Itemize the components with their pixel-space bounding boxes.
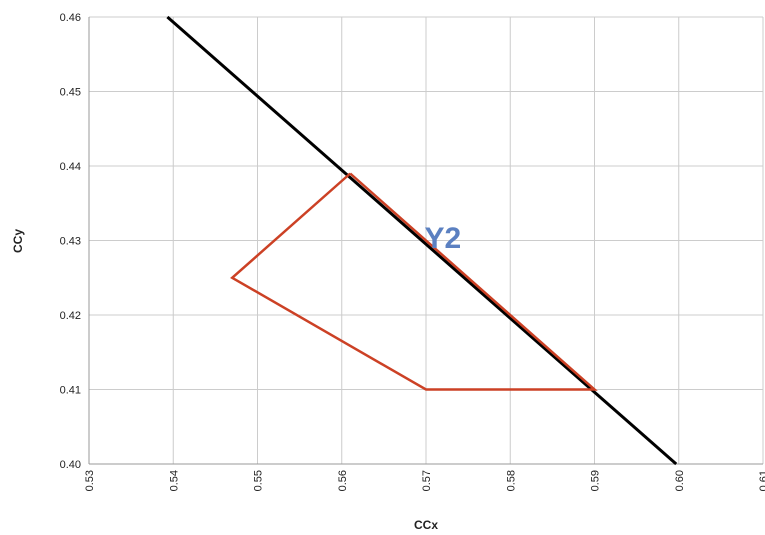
annotation-label: Y2 <box>424 222 461 255</box>
x-axis-title: CCx <box>414 518 438 532</box>
y-tick-label: 0.40 <box>60 459 81 471</box>
x-tick-label: 0.57 <box>421 470 433 491</box>
x-tick-label: 0.60 <box>674 470 686 491</box>
y-axis-title: CCy <box>11 229 25 253</box>
tick-labels: 0.53 0.54 0.55 0.56 0.57 0.58 0.59 0.60 0.61 0.40… <box>60 12 765 491</box>
x-tick-label: 0.59 <box>590 470 602 491</box>
y-tick-label: 0.42 <box>60 310 81 322</box>
x-tick-label: 0.53 <box>84 470 96 491</box>
x-tick-label: 0.56 <box>337 470 349 491</box>
x-tick-label: 0.58 <box>505 470 517 491</box>
series-line-1 <box>230 172 598 391</box>
x-tick-label: 0.54 <box>168 470 180 491</box>
annotations: Y2 <box>424 222 461 255</box>
x-tick-label: 0.61 <box>758 470 765 491</box>
y-tick-label: 0.46 <box>60 12 81 24</box>
series <box>166 15 678 466</box>
x-tick-label: 0.55 <box>253 470 265 491</box>
axes <box>88 17 763 465</box>
y-tick-label: 0.45 <box>60 87 81 99</box>
y-tick-label: 0.43 <box>60 236 81 248</box>
y-tick-label: 0.41 <box>60 385 81 397</box>
y-tick-label: 0.44 <box>60 161 81 173</box>
